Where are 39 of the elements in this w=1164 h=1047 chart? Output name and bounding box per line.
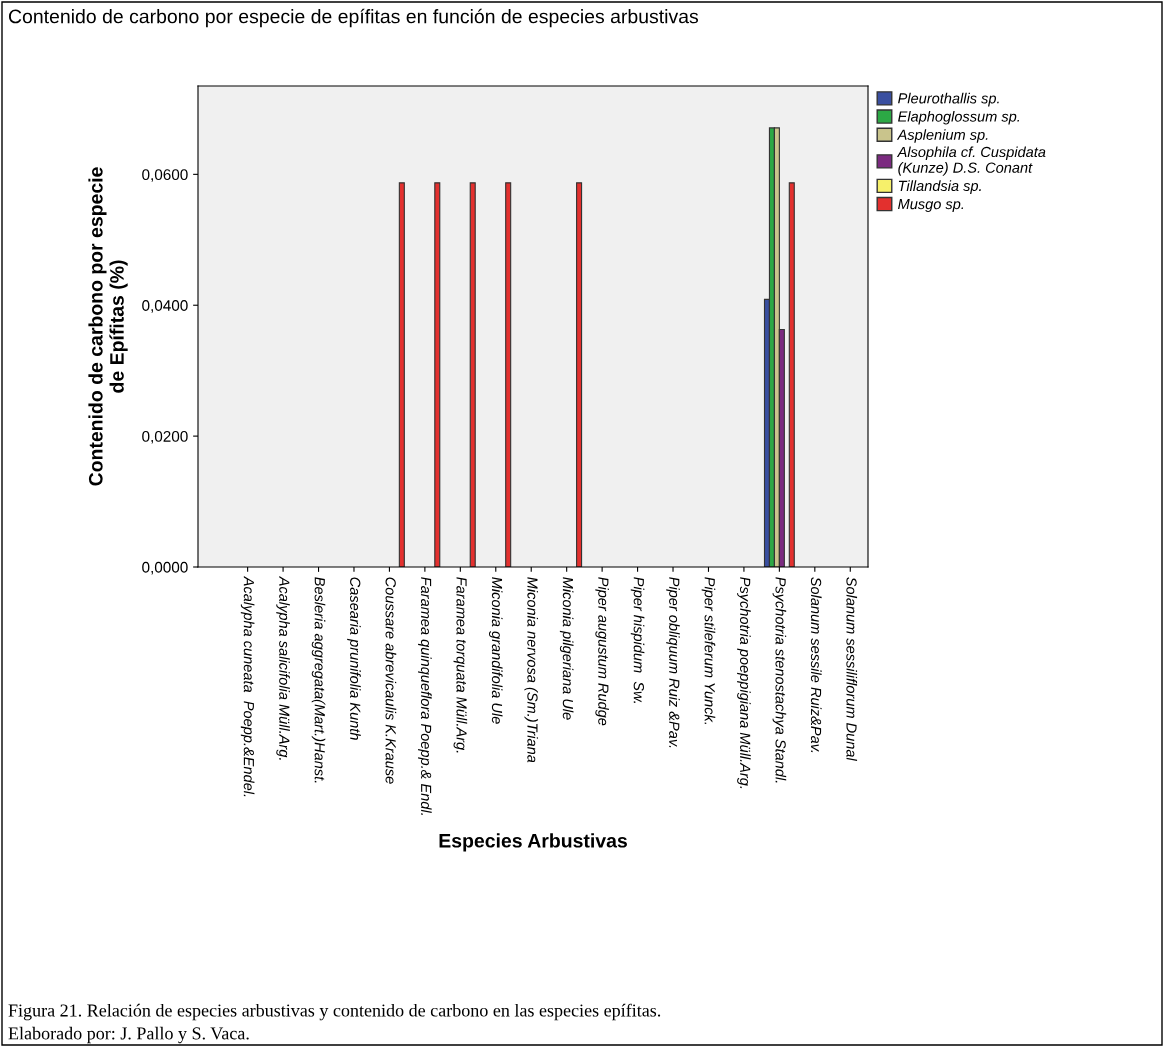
legend-label: Asplenium sp. (896, 129, 988, 143)
legend-label: Tillandsia sp. (898, 180, 981, 194)
x-tick-label: Faramea torquata Müll.Arg. (453, 577, 468, 753)
y-tick-label: 0,0400 (142, 300, 188, 313)
legend-label: Elaphoglossum sp. (898, 110, 1020, 125)
legend-label: Alsophila cf. Cuspidata (Kunze) D.S. Conant (896, 146, 1046, 176)
bar (434, 182, 441, 567)
x-tick-label: Piper obliquum Ruiz &Pav. (666, 577, 680, 748)
x-tick-label: Piper stileferum Yunck. (701, 577, 716, 725)
x-tick-label: Piper augustum Rudge (595, 577, 609, 726)
x-tick-label: Solanum sessile Ruiz&Pav. (810, 577, 822, 753)
x-tick-label: Psychotria poeppigiana Müll.Arg. (737, 577, 751, 789)
y-axis-title: Contenido de carbono por especie de Epífitas (%) (88, 167, 128, 486)
bar (469, 182, 476, 567)
x-tick-label: Besleria aggregata(Mart.)Hanst. (311, 577, 326, 783)
x-tick-label: Psychotria stenostachya Standl. (772, 577, 787, 783)
x-tick-label: Coussare abrevicaulis K.Krause (385, 577, 397, 784)
y-tick-label: 0,0000 (142, 561, 188, 575)
legend-label: Pleurothallis sp. (898, 92, 999, 107)
bar (576, 182, 583, 567)
x-tick-label: Miconia grandifolia Ule (488, 577, 503, 724)
bar (505, 182, 512, 567)
x-tick-label: Casearia prunifolia Kunth (347, 577, 361, 740)
x-tick-label: Piper hispidum Sw. (630, 577, 645, 704)
x-tick-label: Faramea quinqueflora Poepp.& Endl. (418, 577, 432, 815)
x-tick-label: Miconia nervosa (Sm.)Triana (524, 577, 539, 763)
x-tick-label: Miconia pilgeriana Ule (559, 577, 574, 720)
x-tick-label: Acalypha cuneata Poepp.&Endel. (240, 576, 255, 797)
legend-label: Musgo sp. (898, 199, 964, 213)
chart-title: Contenido de carbono por especie de epífitas en función de especies arbustivas (8, 8, 699, 28)
x-axis-title: Especies Arbustivas (439, 833, 627, 852)
bar (398, 182, 405, 567)
bar (788, 182, 795, 567)
text: Figura 21. Relación de especies arbustivas y contenido de carbono en las especies epífitas. (8, 1003, 661, 1021)
y-tick-label: 0,0200 (142, 430, 188, 444)
x-tick-label: Solanum sessiliflorum Dunal (846, 577, 858, 762)
x-tick-label: Acalypha salicifolia Müll.Arg. (276, 576, 290, 760)
y-tick-label: 0,0600 (142, 169, 188, 182)
text: Elaborado por: J. Pallo y S. Vaca. (8, 1026, 249, 1044)
